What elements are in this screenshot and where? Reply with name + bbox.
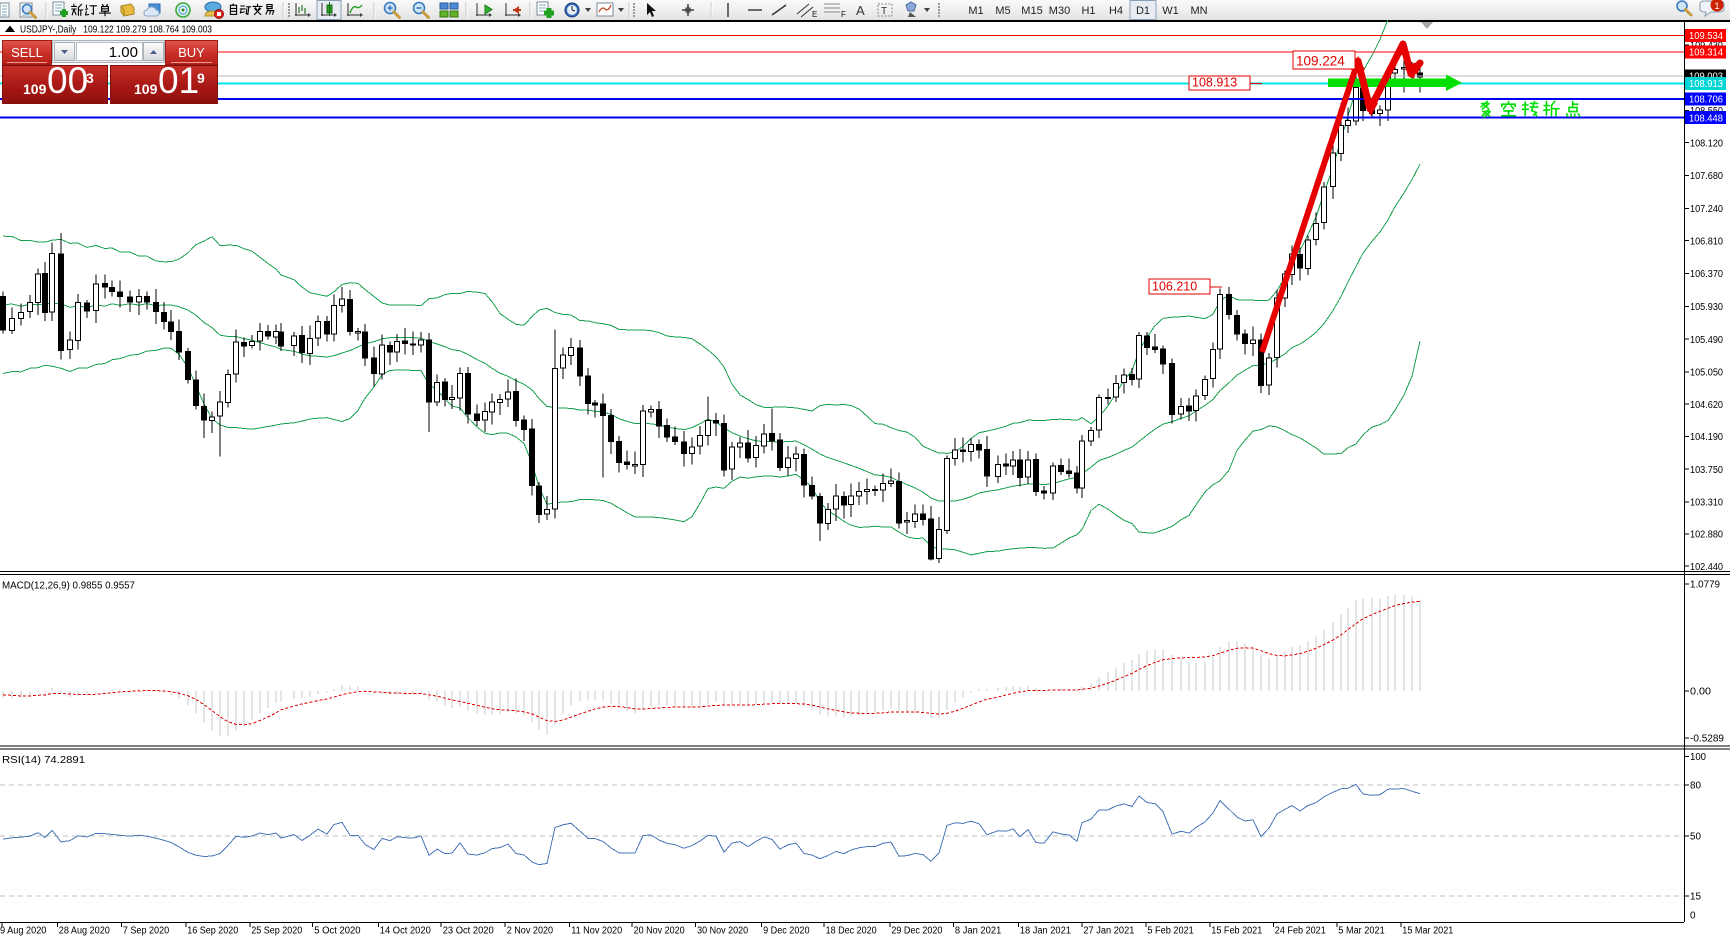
svg-text:15: 15 [1690,892,1701,903]
svg-text:1.0779: 1.0779 [1690,580,1720,591]
svg-text:2 Nov 2020: 2 Nov 2020 [507,926,554,937]
svg-text:9 Aug 2020: 9 Aug 2020 [0,926,47,937]
svg-text:16 Sep 2020: 16 Sep 2020 [187,926,238,937]
svg-text:M15: M15 [1021,5,1042,17]
svg-text:80: 80 [1690,780,1701,791]
svg-text:MACD(12,26,9) 0.9855 0.9557: MACD(12,26,9) 0.9855 0.9557 [2,580,135,592]
svg-text:18 Jan 2021: 18 Jan 2021 [1020,926,1071,937]
svg-text:E: E [812,10,817,19]
svg-text:9 Dec 2020: 9 Dec 2020 [763,926,810,937]
svg-text:105.490: 105.490 [1690,335,1723,346]
svg-text:109.534: 109.534 [1689,31,1723,42]
svg-text:RSI(14) 74.2891: RSI(14) 74.2891 [2,754,85,766]
svg-text:100: 100 [1690,752,1706,763]
svg-text:14 Oct 2020: 14 Oct 2020 [380,926,431,937]
svg-text:7 Sep 2020: 7 Sep 2020 [123,926,170,937]
svg-text:27 Jan 2021: 27 Jan 2021 [1083,926,1134,937]
svg-text:M1: M1 [968,5,983,17]
svg-text:107.680: 107.680 [1690,171,1723,182]
svg-text:106.810: 106.810 [1690,236,1723,247]
svg-text:8 Jan 2021: 8 Jan 2021 [955,926,1002,937]
svg-text:23 Oct 2020: 23 Oct 2020 [443,926,494,937]
svg-text:H4: H4 [1109,5,1123,17]
svg-text:104.190: 104.190 [1690,432,1723,443]
svg-text:30 Nov 2020: 30 Nov 2020 [697,926,748,937]
svg-text:24 Feb 2021: 24 Feb 2021 [1275,926,1326,937]
svg-text:104.620: 104.620 [1690,400,1723,411]
svg-text:29 Dec 2020: 29 Dec 2020 [891,926,942,937]
svg-text:105.930: 105.930 [1690,302,1723,313]
svg-text:W1: W1 [1162,5,1179,17]
svg-text:109.224: 109.224 [1296,54,1345,69]
svg-text:T: T [881,6,887,17]
svg-text:A: A [856,3,865,18]
svg-text:105.050: 105.050 [1690,368,1723,379]
svg-text:25 Sep 2020: 25 Sep 2020 [251,926,302,937]
svg-text:109.314: 109.314 [1689,48,1723,59]
svg-text:108.706: 108.706 [1689,95,1723,106]
svg-text:0: 0 [1690,911,1696,922]
svg-text:M5: M5 [995,5,1010,17]
svg-text:D1: D1 [1136,5,1150,17]
svg-text:5 Mar 2021: 5 Mar 2021 [1338,926,1385,937]
svg-text:50: 50 [1690,832,1701,843]
svg-text:5 Feb 2021: 5 Feb 2021 [1147,926,1194,937]
svg-text:5 Oct 2020: 5 Oct 2020 [314,926,361,937]
svg-text:USDJPY-,Daily 109.122 109.27: USDJPY-,Daily 109.122 109.279 108.764 10… [20,24,212,36]
svg-text:102.440: 102.440 [1690,562,1723,573]
svg-text:20 Nov 2020: 20 Nov 2020 [634,926,685,937]
svg-text:M30: M30 [1049,5,1070,17]
svg-text:103.310: 103.310 [1690,498,1723,509]
svg-text:28 Aug 2020: 28 Aug 2020 [59,926,110,937]
svg-text:15 Feb 2021: 15 Feb 2021 [1211,926,1262,937]
svg-text:108.913: 108.913 [1689,79,1723,90]
svg-text:15 Mar 2021: 15 Mar 2021 [1402,926,1453,937]
svg-text:108.120: 108.120 [1690,138,1723,149]
svg-text:106.370: 106.370 [1690,269,1723,280]
svg-text:11 Nov 2020: 11 Nov 2020 [571,926,622,937]
svg-text:H1: H1 [1081,5,1095,17]
svg-text:108.448: 108.448 [1689,113,1723,124]
svg-text:106.210: 106.210 [1152,280,1197,294]
svg-text:103.750: 103.750 [1690,465,1723,476]
svg-text:MN: MN [1190,5,1207,17]
svg-text:F: F [841,10,846,19]
svg-text:108.913: 108.913 [1192,76,1237,90]
svg-text:-0.5289: -0.5289 [1690,734,1724,745]
svg-text:102.880: 102.880 [1690,530,1723,541]
svg-text:107.240: 107.240 [1690,204,1723,215]
svg-text:1: 1 [1714,1,1719,11]
svg-text:0.00: 0.00 [1690,687,1711,698]
svg-text:18 Dec 2020: 18 Dec 2020 [826,926,877,937]
